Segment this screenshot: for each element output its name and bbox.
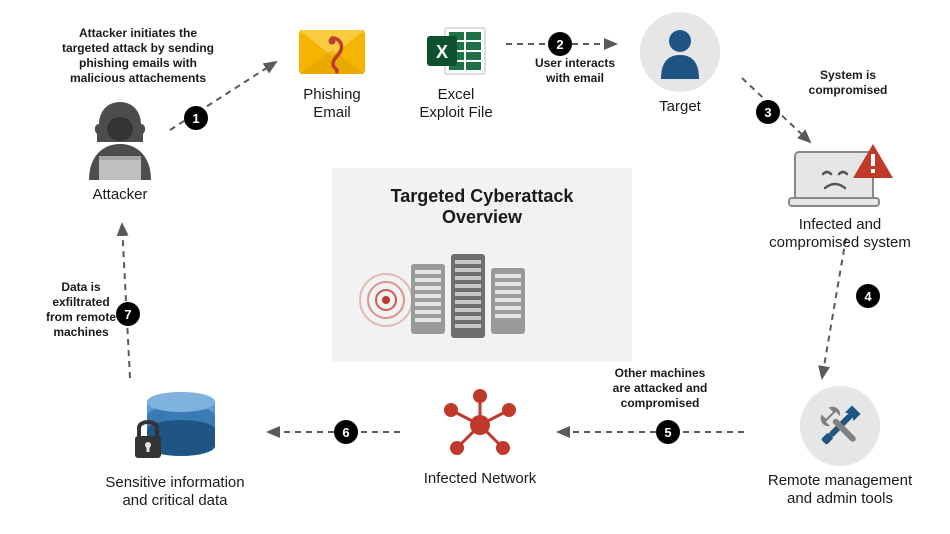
data-label: Sensitive information and critical data xyxy=(70,474,280,510)
step-text-2: User interacts with email xyxy=(520,56,630,86)
excel-icon: X xyxy=(423,22,489,80)
step-badge-3: 3 xyxy=(756,100,780,124)
phishing-label: Phishing Email xyxy=(272,86,392,122)
sensitive-data-icon xyxy=(129,386,221,468)
step-text-7: Data is exfiltrated from remote machines xyxy=(36,280,126,340)
attacker-icon xyxy=(75,96,165,180)
infected-system-label: Infected and compromised system xyxy=(740,216,940,252)
step-badge-6: 6 xyxy=(334,420,358,444)
network-label: Infected Network xyxy=(395,470,565,488)
node-tools: Remote management and admin tools xyxy=(740,386,940,508)
target-icon xyxy=(655,25,705,79)
node-data: Sensitive information and critical data xyxy=(70,386,280,510)
node-attacker: Attacker xyxy=(60,96,180,204)
excel-label: Excel Exploit File xyxy=(396,86,516,122)
attacker-label: Attacker xyxy=(60,186,180,204)
node-excel: X Excel Exploit File xyxy=(396,22,516,122)
diagram-title: Targeted Cyberattack Overview xyxy=(356,186,608,228)
step-badge-1: 1 xyxy=(184,106,208,130)
node-network: Infected Network xyxy=(395,386,565,488)
phishing-email-icon xyxy=(293,22,371,80)
step-badge-5: 5 xyxy=(656,420,680,444)
step-text-1: Attacker initiates the targeted attack b… xyxy=(48,26,228,86)
step-badge-4: 4 xyxy=(856,284,880,308)
step-badge-2: 2 xyxy=(548,32,572,56)
center-panel: Targeted Cyberattack Overview xyxy=(332,168,632,362)
infected-network-icon xyxy=(439,386,521,464)
node-phishing: Phishing Email xyxy=(272,22,392,122)
node-infected-system: Infected and compromised system xyxy=(740,140,940,252)
servers-icon xyxy=(356,240,536,340)
step-text-5: Other machines are attacked and compromi… xyxy=(590,366,730,411)
svg-text:X: X xyxy=(436,42,448,62)
node-target: Target xyxy=(620,12,740,116)
target-label: Target xyxy=(620,98,740,116)
tools-label: Remote management and admin tools xyxy=(740,472,940,508)
step-text-3: System is compromised xyxy=(788,68,908,98)
tools-icon xyxy=(813,399,867,453)
infected-system-icon xyxy=(785,140,895,210)
